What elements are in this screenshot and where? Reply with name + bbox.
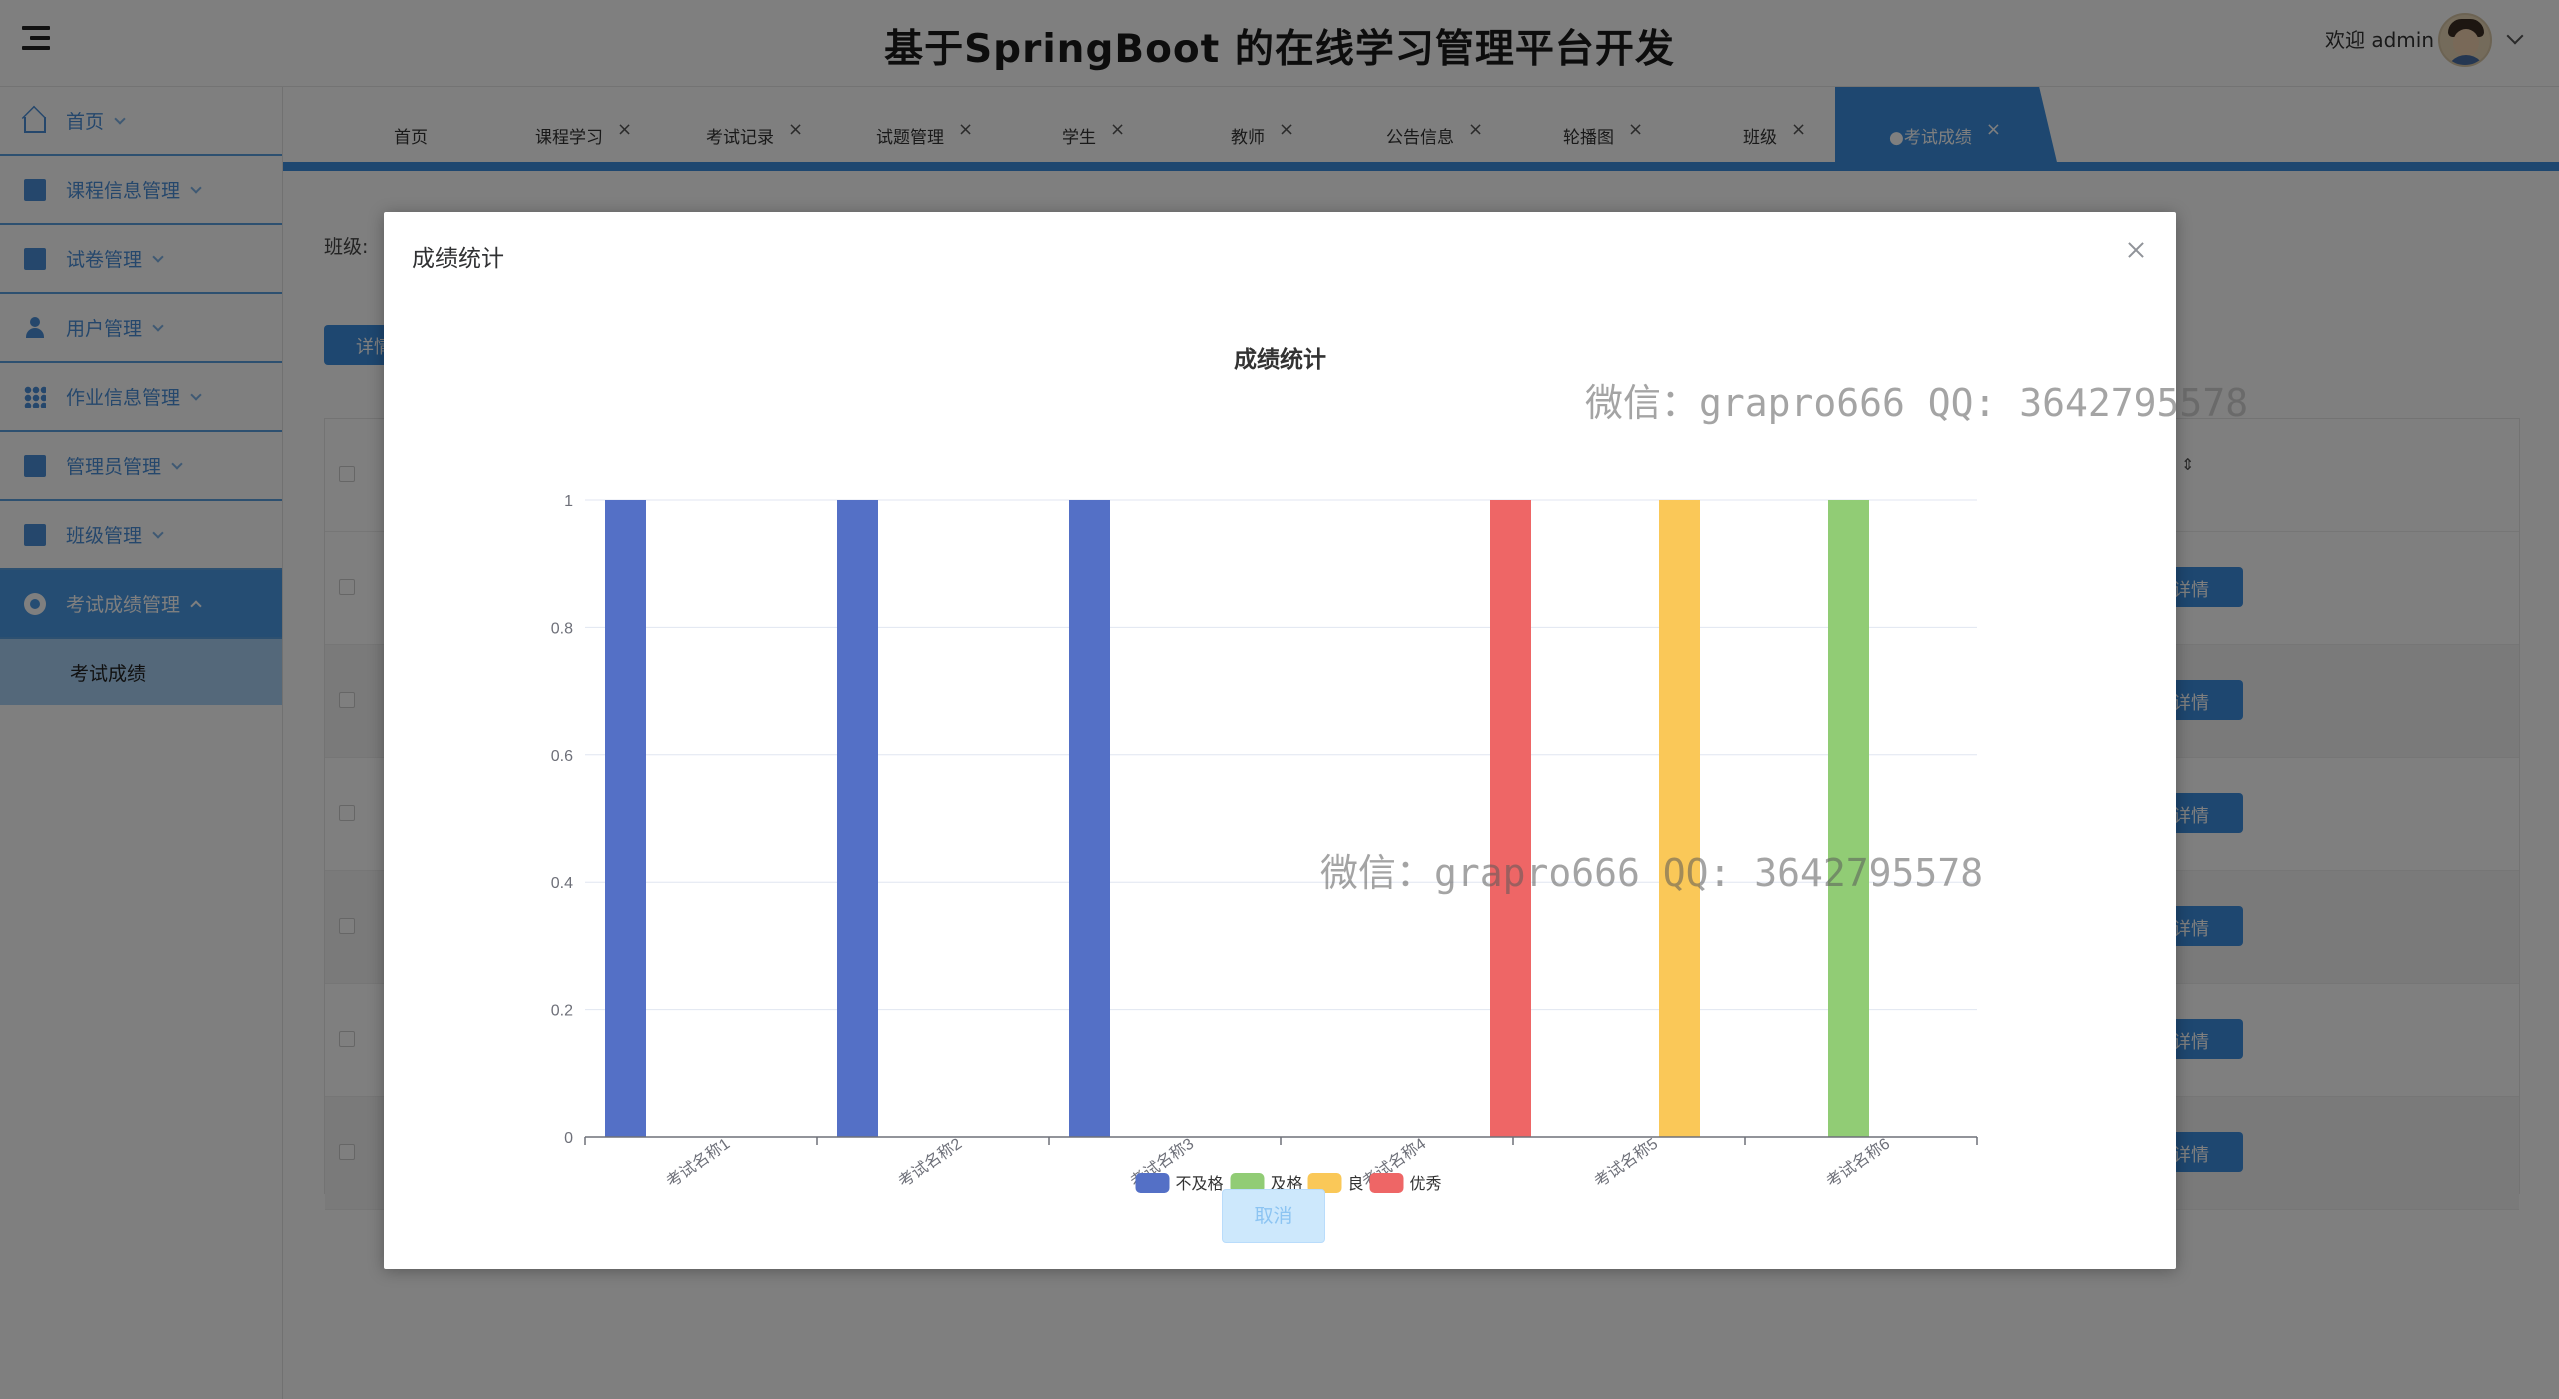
legend-swatch [1135, 1173, 1170, 1193]
legend-label: 优秀 [1410, 1175, 1442, 1193]
bar-优秀-考试名称4 [1490, 500, 1531, 1137]
legend-swatch [1369, 1173, 1404, 1193]
y-tick-label: 1 [564, 493, 573, 510]
y-tick-label: 0.4 [551, 875, 573, 892]
legend-label: 不及格 [1176, 1175, 1224, 1193]
y-tick-label: 0.8 [551, 620, 573, 637]
close-icon[interactable] [2124, 238, 2148, 262]
x-tick-label: 考试名称6 [1823, 1135, 1893, 1192]
bar-不及格-考试名称1 [605, 500, 646, 1137]
y-tick-label: 0 [564, 1130, 573, 1147]
bar-良-考试名称5 [1659, 500, 1700, 1137]
chart-title: 成绩统计 [1234, 346, 1326, 372]
dialog-title: 成绩统计 [412, 246, 504, 272]
y-tick-label: 0.2 [551, 1003, 573, 1020]
legend-label: 及格 [1271, 1175, 1303, 1193]
bar-不及格-考试名称2 [837, 500, 878, 1137]
score-stats-dialog: 成绩统计 成绩统计 0 0.2 0.4 0.6 0.8 1 考试名称1 考试名称2 考试名称3 考… [384, 212, 2176, 1269]
y-tick-label: 0.6 [551, 748, 573, 765]
legend-swatch [1307, 1173, 1342, 1193]
x-tick-label: 考试名称1 [663, 1135, 733, 1192]
legend-label: 良 [1348, 1175, 1364, 1193]
x-tick-label: 考试名称5 [1591, 1135, 1661, 1192]
cancel-button[interactable]: 取消 [1222, 1189, 1325, 1243]
legend-swatch [1230, 1173, 1265, 1193]
bar-不及格-考试名称3 [1069, 500, 1110, 1137]
x-tick-label: 考试名称2 [895, 1135, 965, 1192]
bar-及格-考试名称6 [1828, 500, 1869, 1137]
